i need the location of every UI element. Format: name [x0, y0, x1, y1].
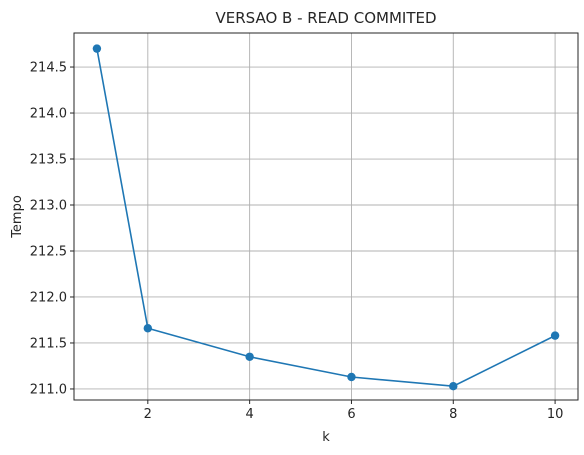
data-point — [550, 331, 560, 340]
x-axis-label: k — [322, 430, 330, 445]
data-point — [92, 44, 102, 53]
x-tick-label: 10 — [547, 407, 564, 422]
x-tick-label: 2 — [144, 407, 152, 422]
y-tick-label: 212.5 — [30, 244, 67, 259]
series-layer — [92, 44, 560, 391]
data-point — [245, 352, 254, 361]
y-tick-label: 212.0 — [30, 290, 67, 305]
data-point — [143, 324, 153, 333]
y-tick-label: 211.5 — [30, 336, 67, 351]
y-tick-label: 213.0 — [30, 199, 67, 214]
x-tick-label: 4 — [245, 407, 253, 422]
series-line — [96, 48, 556, 388]
data-point — [449, 382, 458, 391]
y-axis-label: Tempo — [10, 195, 25, 239]
plot-frame — [73, 32, 579, 401]
y-tick-label: 213.5 — [30, 153, 67, 168]
data-point — [347, 372, 356, 382]
x-tick-label: 8 — [449, 407, 457, 422]
grid — [74, 33, 578, 400]
y-tick-label: 211.0 — [30, 382, 67, 397]
y-tick-label: 214.5 — [30, 61, 67, 76]
x-tick-label: 6 — [347, 407, 355, 422]
chart-title: VERSAO B - READ COMMITED — [215, 9, 436, 27]
y-tick-label: 214.0 — [30, 107, 67, 122]
axis-ticks: 2 4 6 8 10 211.0 211.5 212.0 212.5 213.0 213.5 214.… — [30, 61, 564, 422]
